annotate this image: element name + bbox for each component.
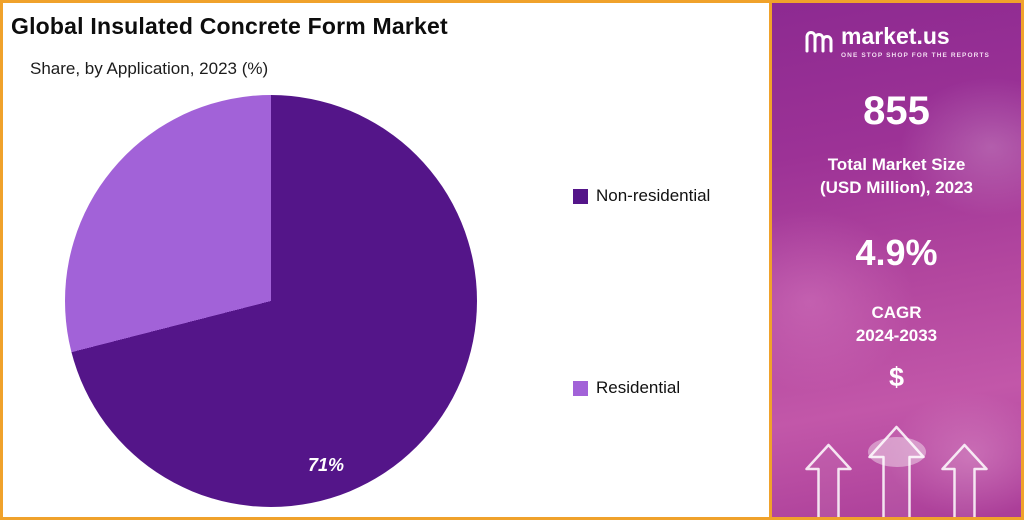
cagr-label: CAGR 2024-2033 <box>856 302 937 348</box>
legend-swatch-residential <box>573 380 588 396</box>
cup-photo-shape <box>867 437 926 467</box>
legend-swatch-non-residential <box>573 188 588 204</box>
legend-label-residential: Residential <box>596 378 681 397</box>
market-size-value: 855 <box>863 89 930 133</box>
cagr-label-line1: CAGR <box>871 302 922 322</box>
marketus-logo-icon <box>805 31 833 53</box>
chart-title: Global Insulated Concrete Form Market <box>11 13 448 39</box>
brand-tagline: ONE STOP SHOP FOR THE REPORTS <box>841 52 990 59</box>
legend: Non-residential Residential <box>573 186 710 398</box>
market-size-label-line2: (USD Million), 2023 <box>819 177 974 197</box>
cagr-label-line2: 2024-2033 <box>855 325 938 345</box>
dollar-icon: $ <box>888 361 905 392</box>
legend-item-residential: Residential <box>573 378 710 398</box>
brand-name: market.us <box>841 23 950 49</box>
chart-subtitle: Share, by Application, 2023 (%) <box>30 59 269 78</box>
brand: market.us ONE STOP SHOP FOR THE REPORTS <box>803 25 990 59</box>
growth-arrows-icon <box>805 425 988 517</box>
chart-area: Global Insulated Concrete Form Market Sh… <box>3 3 769 517</box>
pie-value-label: 71% <box>308 455 345 475</box>
pie-chart: 71% <box>65 95 477 507</box>
legend-label-non-residential: Non-residential <box>596 186 711 205</box>
market-size-label: Total Market Size (USD Million), 2023 <box>820 154 973 200</box>
brand-text: market.us ONE STOP SHOP FOR THE REPORTS <box>841 23 990 60</box>
stats-sidebar: market.us ONE STOP SHOP FOR THE REPORTS … <box>769 3 1021 517</box>
market-size-label-line1: Total Market Size <box>827 155 966 174</box>
legend-item-non-residential: Non-residential <box>573 186 710 206</box>
cagr-value: 4.9% <box>855 231 938 273</box>
